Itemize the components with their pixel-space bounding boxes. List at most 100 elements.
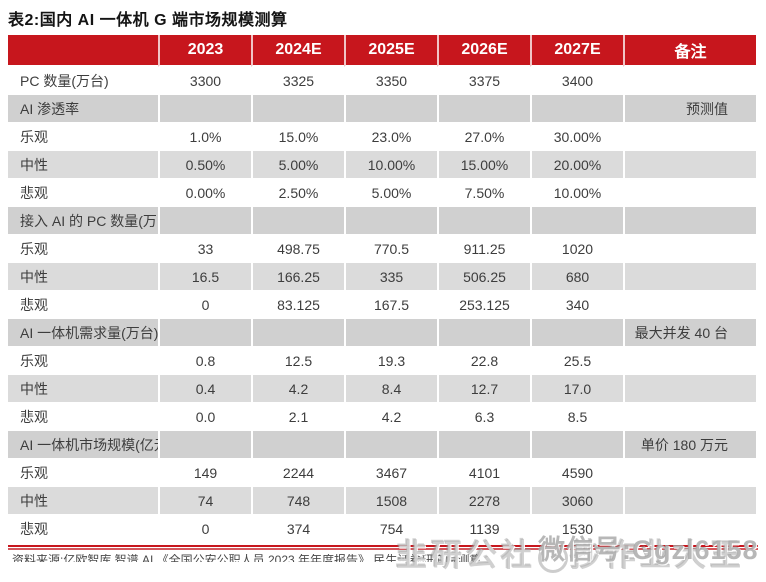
value-cell: 2244 [251, 459, 344, 487]
value-cell: 33 [158, 235, 251, 263]
value-cell [437, 431, 530, 459]
row-label: 中性 [8, 375, 158, 403]
value-cell: 6.3 [437, 403, 530, 431]
remark-cell [623, 291, 756, 319]
value-cell: 3325 [251, 67, 344, 95]
value-cell: 253.125 [437, 291, 530, 319]
col-header-blank [8, 35, 158, 67]
value-cell [530, 431, 623, 459]
table-row-optimistic: 乐观 0.8 12.5 19.3 22.8 25.5 [8, 347, 756, 375]
remark-cell [623, 347, 756, 375]
market-forecast-table: 2023 2024E 2025E 2026E 2027E 备注 PC 数量(万台… [8, 35, 756, 543]
value-cell: 2.1 [251, 403, 344, 431]
value-cell: 0.00% [158, 179, 251, 207]
value-cell [158, 207, 251, 235]
table-row-pessimistic: 悲观 0.0 2.1 4.2 6.3 8.5 [8, 403, 756, 431]
value-cell: 506.25 [437, 263, 530, 291]
value-cell: 23.0% [344, 123, 437, 151]
value-cell: 15.0% [251, 123, 344, 151]
value-cell: 335 [344, 263, 437, 291]
value-cell [437, 95, 530, 123]
value-cell [344, 431, 437, 459]
value-cell: 911.25 [437, 235, 530, 263]
value-cell: 5.00% [251, 151, 344, 179]
section-row-aio-market-size: AI 一体机市场规模(亿元) 单价 180 万元 [8, 431, 756, 459]
value-cell: 374 [251, 515, 344, 543]
row-label: 乐观 [8, 459, 158, 487]
row-label: 悲观 [8, 179, 158, 207]
value-cell [251, 95, 344, 123]
value-cell: 4.2 [344, 403, 437, 431]
value-cell: 16.5 [158, 263, 251, 291]
value-cell: 74 [158, 487, 251, 515]
remark-cell [623, 263, 756, 291]
row-label: 悲观 [8, 291, 158, 319]
row-label: 悲观 [8, 515, 158, 543]
remark-cell [623, 375, 756, 403]
remark-cell [623, 515, 756, 543]
row-label: 中性 [8, 151, 158, 179]
value-cell: 1020 [530, 235, 623, 263]
row-label: 中性 [8, 263, 158, 291]
value-cell: 8.5 [530, 403, 623, 431]
value-cell: 2.50% [251, 179, 344, 207]
value-cell: 12.7 [437, 375, 530, 403]
table-row-pessimistic: 悲观 0 374 754 1139 1530 [8, 515, 756, 543]
value-cell: 3467 [344, 459, 437, 487]
value-cell: 30.00% [530, 123, 623, 151]
table-row-pc-count: PC 数量(万台) 3300 3325 3350 3375 3400 [8, 67, 756, 95]
section-label: AI 一体机需求量(万台) [8, 319, 158, 347]
value-cell [251, 207, 344, 235]
table-row-neutral: 中性 0.50% 5.00% 10.00% 15.00% 20.00% [8, 151, 756, 179]
remark-cell: 最大并发 40 台 [623, 319, 756, 347]
value-cell: 15.00% [437, 151, 530, 179]
table-row-pessimistic: 悲观 0 83.125 167.5 253.125 340 [8, 291, 756, 319]
value-cell: 1508 [344, 487, 437, 515]
value-cell: 3350 [344, 67, 437, 95]
value-cell: 2278 [437, 487, 530, 515]
table-bottom-rule [8, 545, 758, 551]
value-cell: 1139 [437, 515, 530, 543]
section-row-ai-connected-pc: 接入 AI 的 PC 数量(万台) [8, 207, 756, 235]
value-cell: 0 [158, 515, 251, 543]
row-label: 悲观 [8, 403, 158, 431]
value-cell [530, 95, 623, 123]
row-label: 乐观 [8, 123, 158, 151]
col-header-2023: 2023 [158, 35, 251, 67]
value-cell: 3060 [530, 487, 623, 515]
value-cell: 754 [344, 515, 437, 543]
value-cell: 0.4 [158, 375, 251, 403]
remark-cell [623, 403, 756, 431]
value-cell: 12.5 [251, 347, 344, 375]
value-cell: 680 [530, 263, 623, 291]
value-cell: 17.0 [530, 375, 623, 403]
remark-cell [623, 459, 756, 487]
value-cell: 3400 [530, 67, 623, 95]
remark-cell [623, 67, 756, 95]
value-cell [437, 319, 530, 347]
row-label: 中性 [8, 487, 158, 515]
value-cell: 8.4 [344, 375, 437, 403]
row-label: PC 数量(万台) [8, 67, 158, 95]
remark-cell: 预测值 [623, 95, 756, 123]
value-cell: 748 [251, 487, 344, 515]
table-row-optimistic: 乐观 149 2244 3467 4101 4590 [8, 459, 756, 487]
col-header-2024e: 2024E [251, 35, 344, 67]
value-cell: 498.75 [251, 235, 344, 263]
row-label: 乐观 [8, 235, 158, 263]
value-cell: 0.50% [158, 151, 251, 179]
value-cell: 3375 [437, 67, 530, 95]
remark-cell [623, 179, 756, 207]
value-cell [251, 319, 344, 347]
col-header-remark: 备注 [623, 35, 756, 67]
value-cell [158, 95, 251, 123]
table-row-pessimistic: 悲观 0.00% 2.50% 5.00% 7.50% 10.00% [8, 179, 756, 207]
remark-cell: 单价 180 万元 [623, 431, 756, 459]
section-label: AI 一体机市场规模(亿元) [8, 431, 158, 459]
value-cell: 770.5 [344, 235, 437, 263]
value-cell: 22.8 [437, 347, 530, 375]
source-line: 资料来源:亿欧智库,智谱 AI,《全国公安公职人员 2023 年年度报告》,民生… [12, 554, 482, 562]
value-cell: 1.0% [158, 123, 251, 151]
value-cell: 25.5 [530, 347, 623, 375]
remark-cell [623, 207, 756, 235]
